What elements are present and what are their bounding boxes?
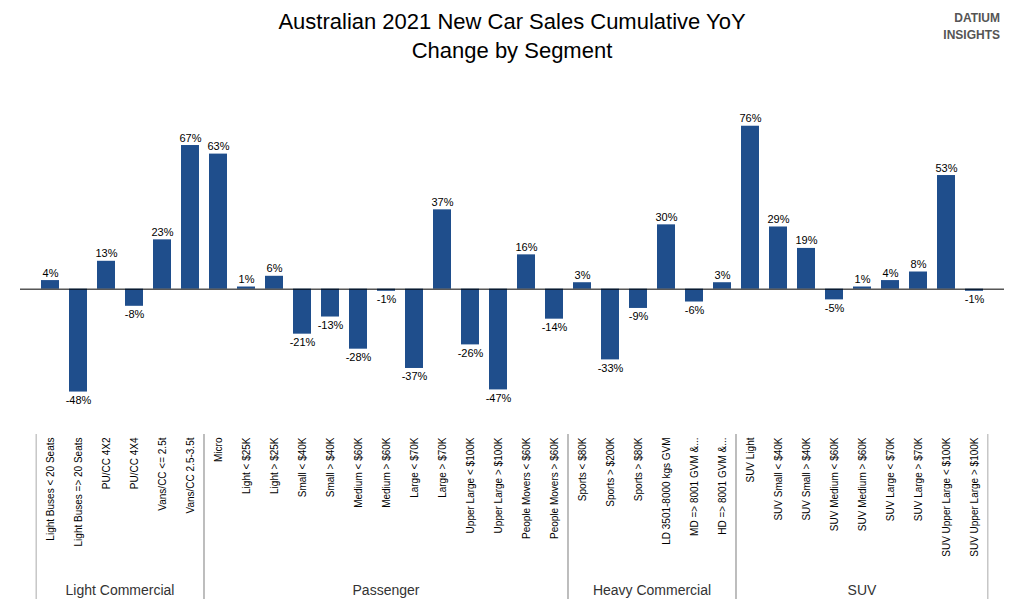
svg-text:-21%: -21% — [290, 336, 316, 348]
svg-text:Sports > $200K: Sports > $200K — [605, 437, 616, 507]
svg-text:Upper Large < $100K: Upper Large < $100K — [465, 437, 476, 533]
svg-text:Sports > $80K: Sports > $80K — [633, 437, 644, 501]
html-text:Australian 2021 New Car Sales: Australian 2021 New Car Sales Cumulative… — [278, 9, 746, 63]
svg-text:Light Buses => 20 Seats: Light Buses => 20 Seats — [73, 438, 84, 547]
svg-text:SUV: SUV — [848, 582, 877, 598]
svg-text:Large < $70K: Large < $70K — [409, 437, 420, 498]
svg-text:Vans/CC 2.5-3.5t: Vans/CC 2.5-3.5t — [185, 437, 196, 513]
svg-text:4%: 4% — [883, 267, 899, 279]
svg-text:37%: 37% — [431, 196, 453, 208]
svg-text:19%: 19% — [795, 235, 817, 247]
svg-text:-5%: -5% — [825, 302, 845, 314]
svg-text:8%: 8% — [911, 258, 927, 270]
svg-text:Medium < $60K: Medium < $60K — [353, 437, 364, 508]
svg-text:67%: 67% — [179, 132, 201, 144]
svg-text:4%: 4% — [43, 267, 59, 279]
svg-text:SUV Light: SUV Light — [745, 437, 756, 482]
svg-text:Light Commercial: Light Commercial — [66, 582, 175, 598]
svg-text:29%: 29% — [767, 213, 789, 225]
svg-text:-8%: -8% — [125, 308, 145, 320]
svg-text:SUV Small < $40K: SUV Small < $40K — [773, 437, 784, 520]
svg-text:53%: 53% — [935, 162, 957, 174]
svg-text:Upper Large > $100K: Upper Large > $100K — [493, 437, 504, 533]
svg-text:LD 3501-8000 kgs GVM: LD 3501-8000 kgs GVM — [661, 438, 672, 545]
svg-text:-26%: -26% — [458, 347, 484, 359]
svg-text:-1%: -1% — [965, 293, 985, 305]
svg-text:People Movers < $60K: People Movers < $60K — [521, 437, 532, 539]
svg-text:SUV Medium < $60K: SUV Medium < $60K — [829, 437, 840, 531]
svg-text:1%: 1% — [855, 273, 871, 285]
svg-text:Light < $25K: Light < $25K — [241, 437, 252, 494]
svg-text:-48%: -48% — [66, 394, 92, 406]
svg-text:-14%: -14% — [542, 321, 568, 333]
svg-text:Medium > $60K: Medium > $60K — [381, 437, 392, 508]
svg-text:PU/CC 4X2: PU/CC 4X2 — [101, 437, 112, 489]
svg-text:63%: 63% — [207, 140, 229, 152]
svg-text:SUV Upper Large < $100K: SUV Upper Large < $100K — [941, 437, 952, 557]
svg-text:Small < $40K: Small < $40K — [297, 437, 308, 497]
svg-text:30%: 30% — [655, 211, 677, 223]
svg-text:-33%: -33% — [598, 362, 624, 374]
html-text:DATIUM INSIGHTS: DATIUM INSIGHTS — [943, 11, 1000, 42]
svg-text:Sports < $80K: Sports < $80K — [577, 437, 588, 501]
svg-text:PU/CC 4X4: PU/CC 4X4 — [129, 437, 140, 489]
svg-text:SUV Large > $70K: SUV Large > $70K — [913, 437, 924, 521]
svg-text:Micro: Micro — [213, 437, 224, 462]
svg-text:MD => 8001 GVM &...: MD => 8001 GVM &... — [689, 438, 700, 536]
svg-text:-13%: -13% — [318, 319, 344, 331]
svg-text:-37%: -37% — [402, 370, 428, 382]
svg-text:Heavy Commercial: Heavy Commercial — [593, 582, 711, 598]
svg-text:1%: 1% — [239, 273, 255, 285]
svg-text:HD => 8001 GVM &...: HD => 8001 GVM &... — [717, 438, 728, 535]
svg-text:-9%: -9% — [629, 310, 649, 322]
svg-text:SUV Small > $40K: SUV Small > $40K — [801, 437, 812, 520]
svg-text:Light Buses < 20 Seats: Light Buses < 20 Seats — [45, 438, 56, 541]
svg-text:Passenger: Passenger — [353, 582, 420, 598]
svg-text:6%: 6% — [267, 262, 283, 274]
svg-text:76%: 76% — [739, 112, 761, 124]
svg-text:Small > $40K: Small > $40K — [325, 437, 336, 497]
svg-text:3%: 3% — [575, 269, 591, 281]
svg-text:-1%: -1% — [377, 293, 397, 305]
svg-text:3%: 3% — [715, 269, 731, 281]
svg-text:Large > $70K: Large > $70K — [437, 437, 448, 498]
svg-text:Light > $25K: Light > $25K — [269, 437, 280, 494]
svg-text:23%: 23% — [151, 226, 173, 238]
svg-text:13%: 13% — [95, 247, 117, 259]
svg-text:SUV Medium > $60K: SUV Medium > $60K — [857, 437, 868, 531]
svg-text:-47%: -47% — [486, 392, 512, 404]
svg-text:SUV Large < $70K: SUV Large < $70K — [885, 437, 896, 521]
svg-text:16%: 16% — [515, 241, 537, 253]
svg-text:-6%: -6% — [685, 304, 705, 316]
svg-text:SUV Upper Large > $100K: SUV Upper Large > $100K — [969, 437, 980, 557]
svg-text:Vans/CC <= 2.5t: Vans/CC <= 2.5t — [157, 437, 168, 510]
svg-text:People Movers > $60K: People Movers > $60K — [549, 437, 560, 539]
svg-text:-28%: -28% — [346, 351, 372, 363]
